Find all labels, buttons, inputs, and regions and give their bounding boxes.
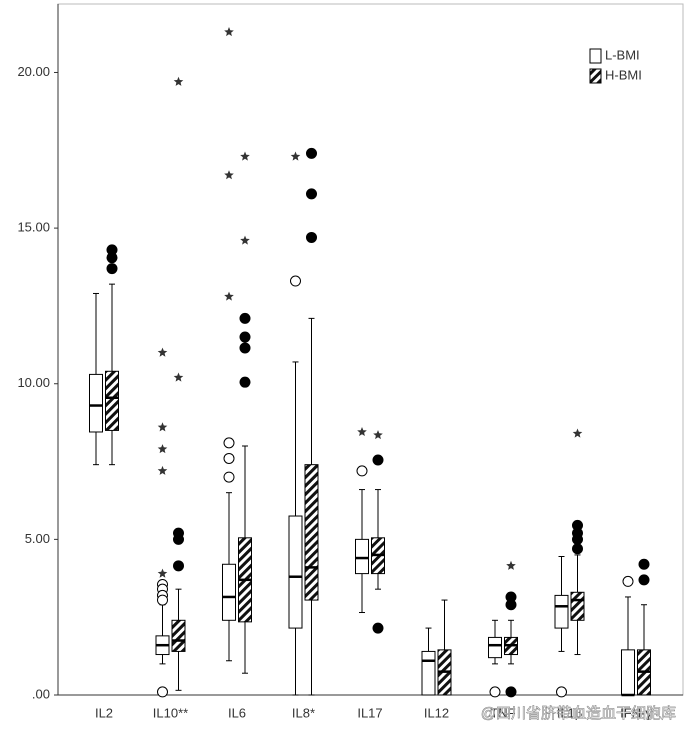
box [554, 594, 569, 629]
x-tick-label: IL10** [153, 705, 188, 720]
outlier [173, 560, 184, 572]
watermark: @四川省脐带血造血干细胞库 [481, 705, 676, 722]
y-tick-label: 15.00 [17, 220, 50, 235]
extreme [173, 76, 184, 86]
outlier [572, 543, 583, 555]
outlier [505, 599, 517, 611]
outlier [372, 622, 384, 634]
x-tick-label: IL2 [95, 705, 113, 720]
outlier [638, 558, 650, 570]
extreme [157, 347, 168, 357]
extreme [224, 170, 234, 180]
extreme [506, 560, 516, 570]
outlier [638, 574, 650, 586]
x-tick-label: IL1β [557, 705, 583, 720]
box [222, 563, 236, 621]
box [621, 649, 635, 696]
extreme [157, 422, 168, 432]
x-tick-label: IL8* [292, 705, 315, 720]
box [488, 636, 502, 659]
outlier [622, 575, 634, 587]
extreme [240, 235, 250, 245]
x-tick-label: IL17 [357, 705, 382, 720]
outlier [223, 437, 235, 449]
outlier [356, 465, 368, 477]
extreme [157, 444, 168, 454]
outlier [239, 376, 251, 388]
y-tick-label: 5.00 [25, 531, 50, 546]
outlier [505, 686, 517, 698]
outlier [239, 342, 251, 354]
legend-label: L-BMI [605, 47, 640, 62]
y-tick-label: 20.00 [17, 64, 50, 79]
outlier [489, 686, 501, 698]
outlier [572, 533, 583, 545]
extreme [240, 151, 250, 161]
x-tick-label: TNF [490, 705, 515, 720]
outlier [157, 594, 168, 606]
x-tick-label: IL6 [228, 705, 246, 720]
x-tick-label: IL12 [424, 705, 449, 720]
box [570, 591, 585, 621]
box [421, 650, 436, 696]
box [304, 464, 319, 601]
box [288, 515, 303, 629]
legend-label: H-BMI [605, 67, 642, 82]
outlier [106, 252, 118, 264]
outlier [173, 533, 184, 545]
extreme [157, 465, 168, 475]
legend-swatch [589, 48, 602, 64]
outlier [306, 188, 317, 200]
outlier [223, 471, 235, 483]
outlier [239, 331, 251, 343]
extreme [290, 151, 301, 161]
box [355, 538, 369, 575]
extreme [572, 428, 583, 438]
outlier [106, 263, 118, 275]
extreme [357, 427, 367, 436]
legend-swatch [589, 68, 602, 84]
box [171, 619, 186, 652]
outlier [556, 686, 567, 698]
box [105, 370, 119, 431]
box [89, 373, 103, 433]
outlier [239, 312, 251, 324]
extreme [224, 291, 234, 301]
plot-frame [57, 3, 684, 696]
extreme [157, 568, 168, 578]
outlier [290, 275, 301, 287]
extreme [224, 27, 234, 37]
y-tick-label: 10.00 [17, 375, 50, 390]
outlier [372, 454, 384, 466]
outlier [306, 231, 317, 243]
extreme [373, 430, 383, 440]
x-tick-label: IFN-γ [620, 705, 652, 720]
outlier [223, 452, 235, 464]
y-tick-label: .00 [32, 686, 50, 701]
extreme [173, 372, 184, 382]
outlier [306, 147, 317, 159]
outlier [157, 686, 168, 698]
